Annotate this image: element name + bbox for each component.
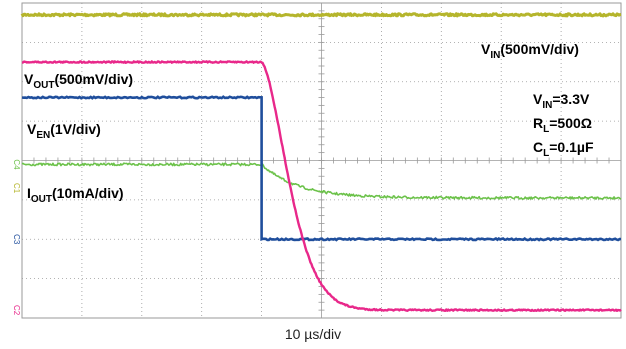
channel-marker-c4: C4 [12, 159, 21, 170]
timebase-label: 10 µs/div [284, 326, 342, 342]
iout-scale-label: IOUT(10mA/div) [27, 185, 124, 205]
vin-trace [20, 12, 622, 18]
iout-trace [21, 162, 622, 200]
vout-trace [21, 60, 622, 312]
channel-marker-c2: C2 [12, 305, 21, 316]
scope-traces [20, 12, 622, 312]
scope-grid [21, 2, 622, 319]
vout-scale-label: VOUT(500mV/div) [24, 71, 133, 91]
channel-marker-c3: C3 [12, 234, 21, 245]
vin-scale-label: VIN(500mV/div) [481, 41, 579, 61]
channel-marker-c1: C1 [12, 183, 21, 194]
ven-trace [21, 95, 621, 242]
condition-cl: CL=0.1µF [533, 139, 594, 159]
channel-markers: C4 C3 C1 C2 [12, 159, 21, 315]
condition-vin: VIN=3.3V [533, 91, 590, 111]
ven-scale-label: VEN(1V/div) [27, 121, 101, 141]
condition-rl: RL=500Ω [533, 115, 592, 135]
